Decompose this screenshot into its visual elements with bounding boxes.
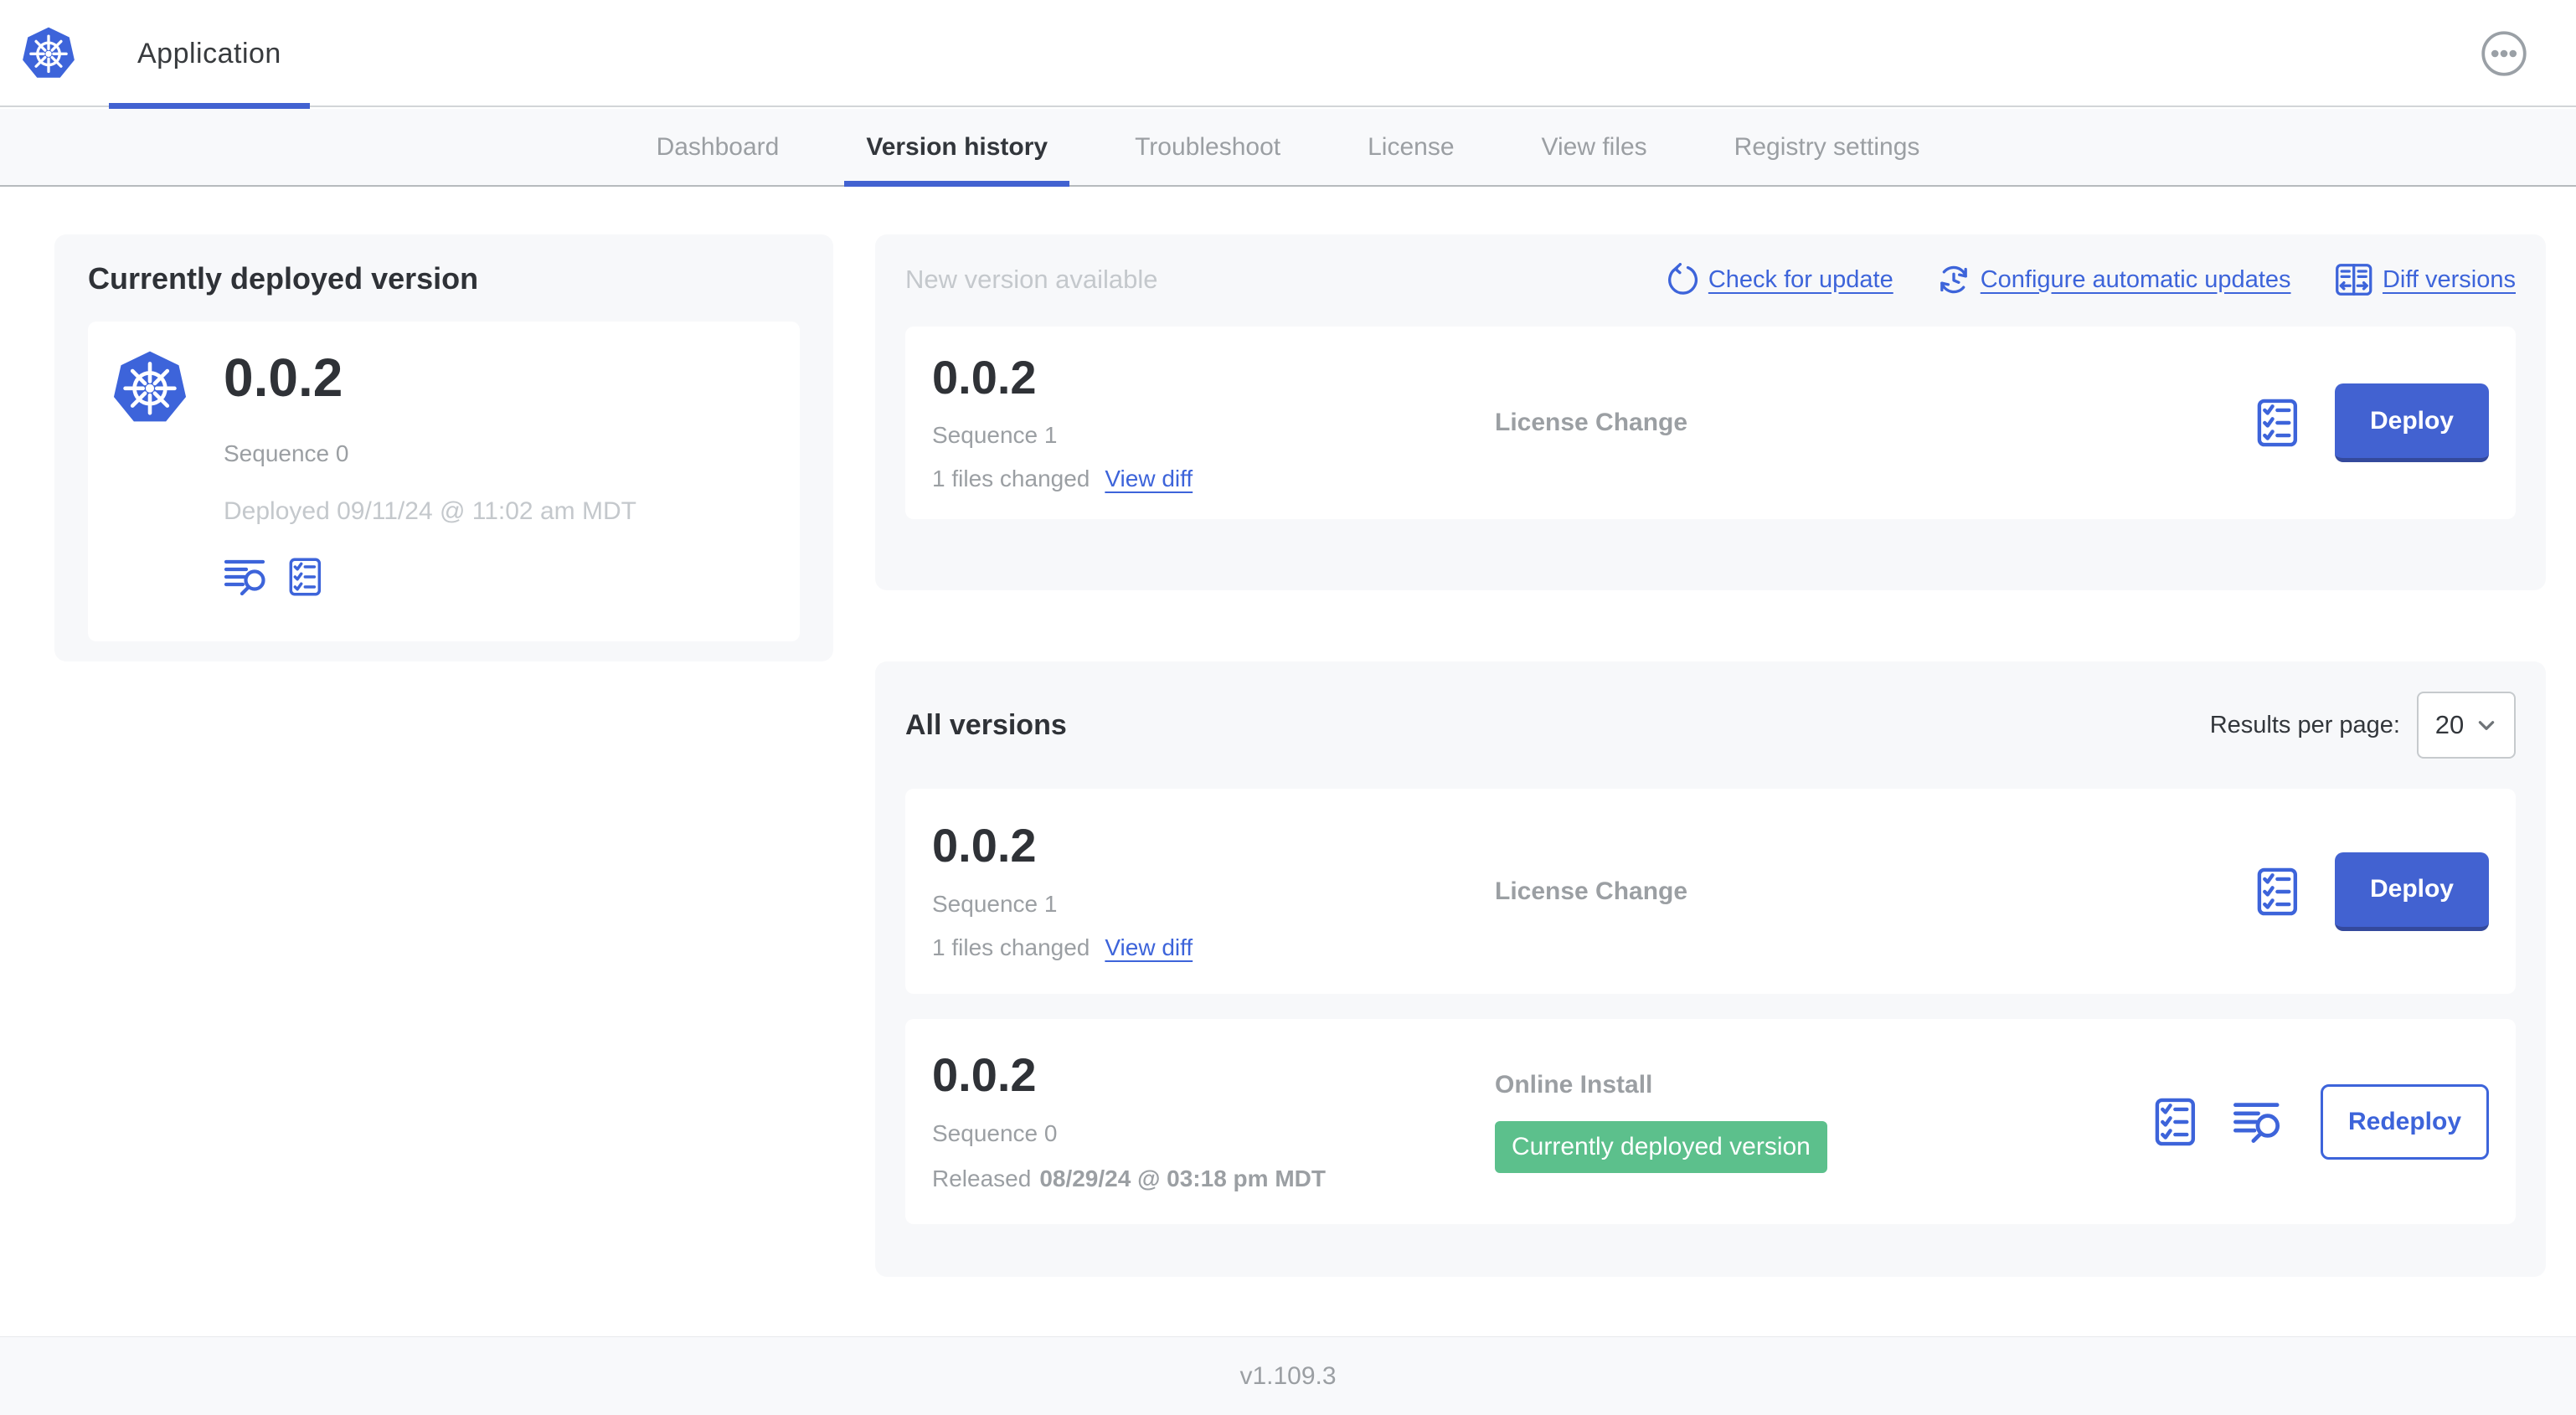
currently-deployed-panel: Currently deployed version: [54, 234, 833, 661]
sequence-label: Sequence 0: [932, 1119, 1058, 1146]
console-version-label: v1.109.3: [1239, 1361, 1337, 1390]
sequence-label: Sequence 1: [932, 890, 1058, 917]
logs-icon: [224, 560, 265, 596]
currently-deployed-card: 0.0.2 Sequence 0 Deployed 09/11/24 @ 11:…: [88, 322, 800, 641]
version-label: 0.0.2: [932, 350, 1037, 404]
files-changed-label: 1 files changed: [932, 934, 1090, 960]
all-versions-panel: All versions Results per page: 20 0.0.2 …: [875, 661, 2546, 1277]
preflight-checks-button[interactable]: [289, 558, 322, 596]
check-for-update-link[interactable]: Check for update: [1665, 263, 1893, 296]
diff-icon: [2335, 264, 2372, 296]
version-source-label: License Change: [1495, 877, 1688, 905]
chevron-down-icon: [2479, 721, 2495, 730]
ellipsis-icon: [2481, 31, 2527, 76]
view-logs-button[interactable]: [224, 558, 269, 596]
section-nav: Dashboard Version history Troubleshoot L…: [0, 109, 2576, 187]
checklist-icon: [2257, 867, 2298, 915]
sequence-label: Sequence 1: [932, 422, 1058, 449]
version-row: 0.0.2 Sequence 0 Released 08/29/24 @ 03:1…: [905, 1019, 2516, 1224]
checklist-icon: [289, 558, 322, 596]
version-label: 0.0.2: [932, 819, 1037, 872]
view-diff-link[interactable]: View diff: [1105, 466, 1193, 492]
view-logs-button[interactable]: [2233, 1100, 2284, 1144]
new-version-heading: New version available: [905, 265, 1158, 294]
version-row: 0.0.2 Sequence 1 1 files changed View di…: [905, 789, 2516, 994]
released-timestamp: Released 08/29/24 @ 03:18 pm MDT: [932, 1165, 1326, 1191]
files-changed-label: 1 files changed: [932, 466, 1090, 492]
diff-versions-link[interactable]: Diff versions: [2335, 263, 2516, 296]
app-footer: v1.109.3: [0, 1336, 2576, 1415]
tab-registry-settings[interactable]: Registry settings: [1691, 109, 1964, 185]
current-sequence-label: Sequence 0: [224, 440, 349, 467]
schedule-icon: [1940, 265, 1967, 294]
kubernetes-logo-icon: [111, 348, 188, 425]
results-per-page-label: Results per page:: [2209, 711, 2400, 738]
app-tab-application[interactable]: Application: [109, 0, 310, 109]
checklist-icon: [2257, 399, 2298, 447]
current-version-label: 0.0.2: [224, 347, 343, 408]
version-source-label: Online Install: [1495, 1070, 1653, 1099]
app-header: Application: [0, 0, 2576, 109]
preflight-checks-button[interactable]: [2155, 1098, 2196, 1146]
more-options-button[interactable]: [2481, 30, 2527, 77]
new-version-row: 0.0.2 Sequence 1 1 files changed View di…: [905, 327, 2516, 519]
preflight-checks-button[interactable]: [2257, 867, 2298, 916]
preflight-checks-button[interactable]: [2257, 399, 2298, 447]
tab-license[interactable]: License: [1324, 109, 1497, 185]
all-versions-heading: All versions: [905, 708, 1067, 741]
deploy-button[interactable]: Deploy: [2334, 852, 2489, 931]
deploy-button[interactable]: Deploy: [2334, 383, 2489, 462]
refresh-icon: [1667, 263, 1698, 295]
results-per-page-select[interactable]: 20: [2417, 692, 2516, 759]
tab-dashboard[interactable]: Dashboard: [613, 109, 823, 185]
tab-version-history[interactable]: Version history: [822, 109, 1091, 187]
kubernetes-logo-icon: [21, 25, 76, 80]
app-title: Application: [137, 37, 281, 69]
logs-icon: [2233, 1102, 2280, 1143]
configure-automatic-updates-link[interactable]: Configure automatic updates: [1937, 263, 2291, 296]
tab-troubleshoot[interactable]: Troubleshoot: [1091, 109, 1324, 185]
currently-deployed-heading: Currently deployed version: [88, 261, 479, 296]
currently-deployed-badge: Currently deployed version: [1495, 1120, 1827, 1173]
checklist-icon: [2155, 1098, 2196, 1145]
new-version-panel: New version available Check for update: [875, 234, 2546, 590]
tab-view-files[interactable]: View files: [1498, 109, 1691, 185]
current-deployed-timestamp: Deployed 09/11/24 @ 11:02 am MDT: [224, 497, 636, 526]
version-source-label: License Change: [1495, 409, 1688, 436]
version-label: 0.0.2: [932, 1048, 1037, 1102]
redeploy-button[interactable]: Redeploy: [2320, 1083, 2489, 1160]
view-diff-link[interactable]: View diff: [1105, 934, 1193, 960]
